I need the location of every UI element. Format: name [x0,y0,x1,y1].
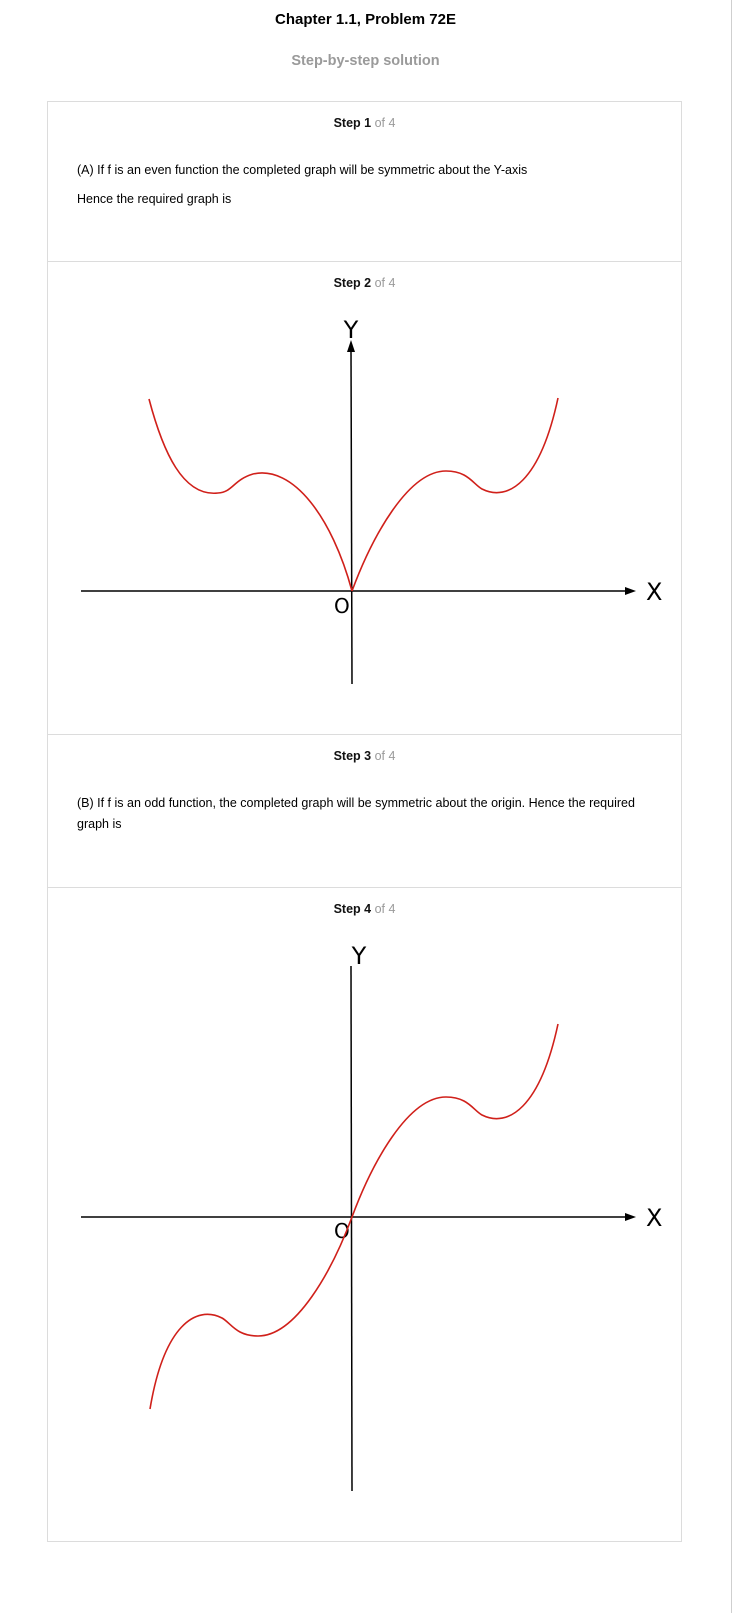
step-label: Step 1 [333,116,372,130]
step-count: of 4 [374,749,396,763]
page-title: Chapter 1.1, Problem 72E [275,11,456,28]
page-subtitle: Step-by-step solution [291,53,440,69]
even-function-graph: Y X O [81,316,662,685]
curve [149,1023,559,1410]
y-axis-label: Y [343,316,359,344]
step-count: of 4 [374,902,396,916]
step-label: Step 4 [333,902,372,916]
origin-label: O [334,594,350,618]
y-axis [350,965,353,1492]
curve-left-branch [148,398,353,592]
page-right-border [731,0,732,1613]
step-label: Step 2 [333,276,372,290]
step-1-header: Step 1 of 4 [48,116,681,130]
x-axis-arrow [625,1213,636,1221]
x-axis-label: X [646,578,662,606]
step-1-text-line-1: (A) If f is an even function the complet… [77,163,528,177]
solution-card: Step 1 of 4 (A) If f is an even function… [47,101,682,1542]
step-4-header: Step 4 of 4 [48,902,681,916]
step-2-section: Step 2 of 4 Y X O [48,262,681,735]
x-axis-label: X [646,1204,662,1232]
step-count: of 4 [374,276,396,290]
step-3-header: Step 3 of 4 [48,749,681,763]
step-2-header: Step 2 of 4 [48,276,681,290]
origin-label: O [334,1219,350,1243]
curve-right-branch [351,397,559,592]
x-axis-arrow [625,587,636,595]
step-count: of 4 [374,116,396,130]
step-4-section: Step 4 of 4 Y X O [48,888,681,1543]
step-1-text-line-2: Hence the required graph is [77,192,232,206]
odd-function-graph: Y X O [81,942,662,1492]
step-3-text: (B) If f is an odd function, the complet… [77,796,635,831]
y-axis [350,348,353,685]
step-label: Step 3 [333,749,372,763]
y-axis-label: Y [351,942,367,970]
step-3-section: Step 3 of 4 (B) If f is an odd function,… [48,735,681,888]
step-1-section: Step 1 of 4 (A) If f is an even function… [48,102,681,262]
y-axis-arrow [347,340,355,352]
